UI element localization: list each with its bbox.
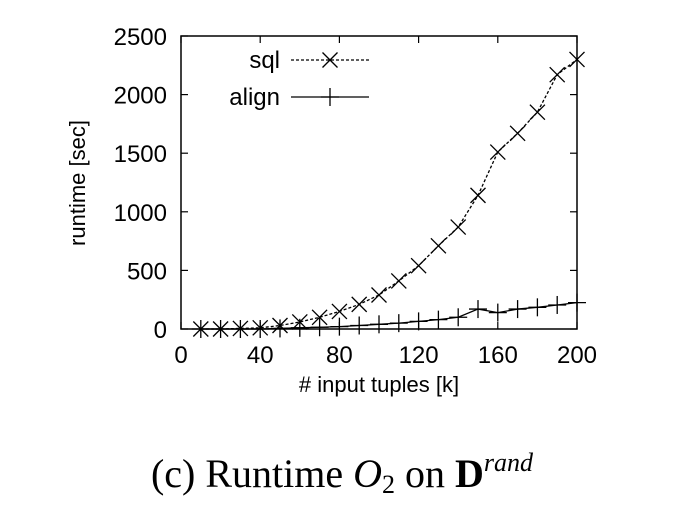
y-tick-label: 2500 bbox=[114, 24, 167, 51]
x-tick-label: 40 bbox=[247, 342, 274, 369]
data-point-sql bbox=[331, 303, 348, 320]
y-axis-title: runtime [sec] bbox=[65, 120, 90, 246]
y-tick-label: 0 bbox=[154, 317, 167, 344]
data-point-align bbox=[488, 303, 507, 322]
legend-label-align: align bbox=[229, 84, 280, 111]
data-point-sql bbox=[390, 272, 407, 289]
data-point-sql bbox=[450, 219, 467, 235]
data-point-sql bbox=[549, 66, 566, 83]
data-point-align bbox=[429, 310, 448, 329]
legend-marker-align bbox=[321, 88, 339, 106]
legend: sql align bbox=[229, 47, 369, 111]
data-point-align bbox=[350, 316, 369, 335]
x-axis-title: # input tuples [k] bbox=[299, 372, 459, 397]
series-markers bbox=[191, 51, 586, 338]
data-point-align bbox=[508, 300, 527, 319]
data-point-align bbox=[310, 318, 329, 337]
plot-frame bbox=[180, 35, 578, 330]
data-point-align bbox=[469, 300, 487, 319]
x-tick-label: 160 bbox=[478, 342, 518, 369]
data-point-sql bbox=[371, 287, 387, 303]
x-tick-label: 80 bbox=[326, 342, 353, 369]
data-point-align bbox=[271, 319, 289, 338]
caption-prefix: (c) Runtime bbox=[150, 451, 354, 496]
caption-bold-symbol: D bbox=[455, 451, 484, 496]
x-tick-label: 120 bbox=[399, 342, 439, 369]
legend-label-sql: sql bbox=[249, 47, 280, 74]
data-point-align bbox=[211, 320, 230, 338]
data-point-align bbox=[251, 320, 270, 338]
caption-math-symbol: O bbox=[353, 451, 383, 496]
data-point-align bbox=[568, 293, 586, 312]
caption-middle: on bbox=[395, 451, 456, 496]
caption-superscript: rand bbox=[483, 448, 534, 477]
x-tick-label: 200 bbox=[557, 342, 597, 369]
data-point-sql bbox=[529, 104, 546, 121]
data-point-align bbox=[409, 312, 428, 331]
data-point-sql bbox=[430, 237, 447, 254]
caption-math-subscript: 2 bbox=[382, 470, 396, 499]
legend-marker-sql bbox=[322, 52, 338, 68]
data-point-align bbox=[191, 320, 210, 338]
data-point-sql bbox=[509, 125, 526, 142]
data-point-align bbox=[389, 314, 408, 333]
data-point-sql bbox=[569, 51, 585, 68]
data-point-align bbox=[449, 308, 468, 327]
figure-caption: (c) Runtime O2 on Drand bbox=[0, 448, 684, 500]
y-tick-label: 500 bbox=[127, 258, 167, 285]
data-point-sql bbox=[311, 309, 328, 326]
x-tick-label: 0 bbox=[174, 342, 187, 369]
data-point-sql bbox=[470, 187, 486, 204]
data-point-align bbox=[528, 298, 547, 317]
data-point-sql bbox=[410, 257, 427, 274]
y-tick-label: 1000 bbox=[114, 200, 167, 227]
data-point-align bbox=[370, 315, 388, 334]
data-point-align bbox=[548, 295, 567, 314]
data-point-align bbox=[231, 320, 250, 338]
data-point-align bbox=[330, 317, 349, 336]
y-tick-label: 1500 bbox=[114, 141, 167, 168]
data-point-sql bbox=[351, 296, 368, 313]
data-point-align bbox=[290, 318, 309, 337]
data-point-sql bbox=[489, 144, 506, 160]
y-tick-label: 2000 bbox=[114, 83, 167, 110]
